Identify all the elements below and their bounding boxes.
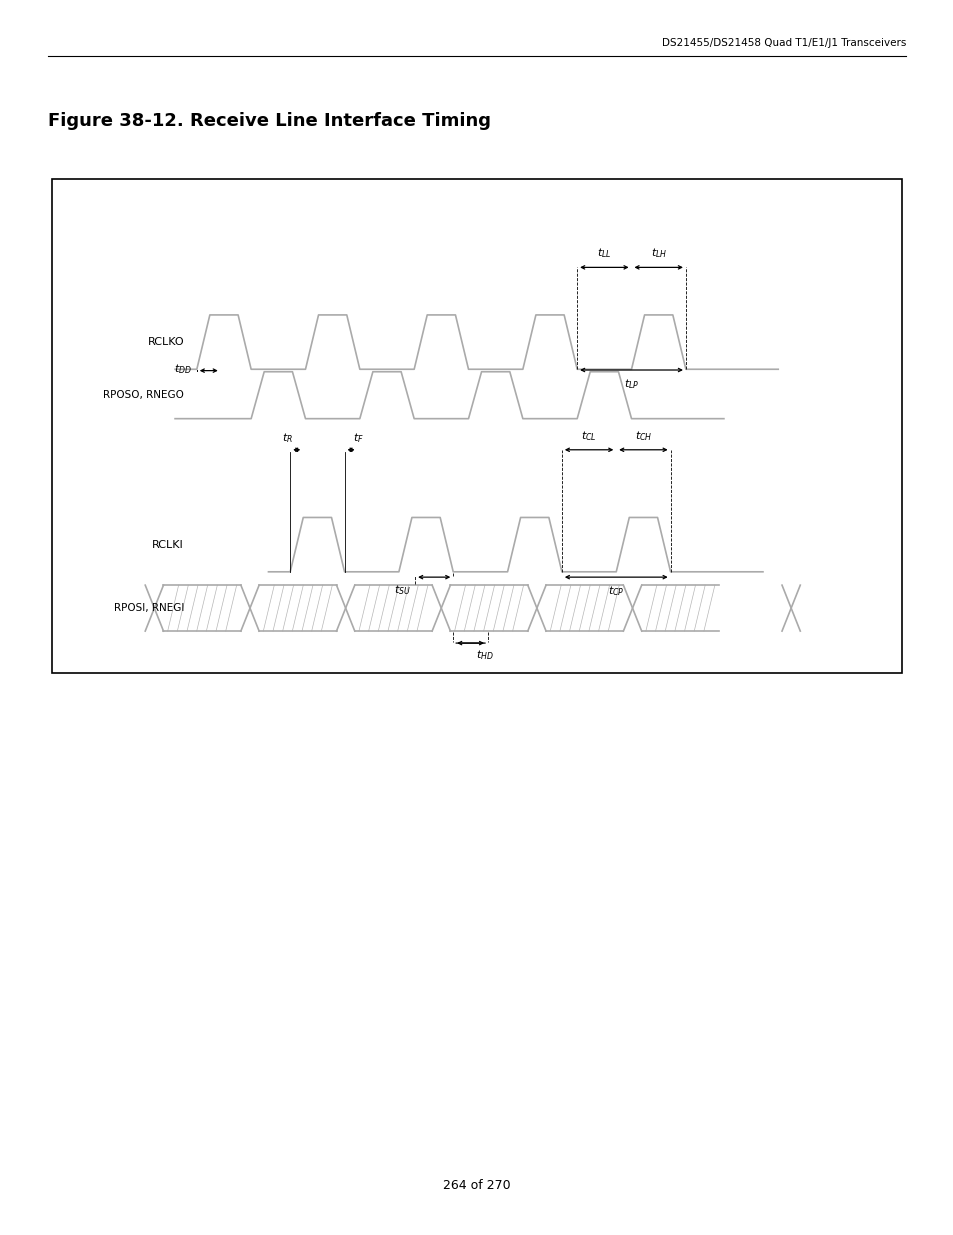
Bar (52, 179, 901, 673)
Text: RCLKO: RCLKO (148, 337, 184, 347)
Text: $t_{CH}$: $t_{CH}$ (634, 429, 652, 443)
Text: $t_{LH}$: $t_{LH}$ (650, 247, 666, 261)
Text: RPOSO, RNEGO: RPOSO, RNEGO (103, 390, 184, 400)
Text: Figure 38-12. Receive Line Interface Timing: Figure 38-12. Receive Line Interface Tim… (48, 111, 490, 130)
Text: $t_{CP}$: $t_{CP}$ (607, 584, 624, 598)
Text: $t_{DD}$: $t_{DD}$ (173, 362, 192, 375)
Text: $t_{SU}$: $t_{SU}$ (394, 583, 411, 597)
Text: $t_{CL}$: $t_{CL}$ (580, 429, 597, 443)
Text: $t_{LP}$: $t_{LP}$ (623, 377, 639, 390)
Text: $t_{LL}$: $t_{LL}$ (597, 247, 611, 261)
Text: 264 of 270: 264 of 270 (443, 1179, 510, 1192)
Text: RCLKI: RCLKI (152, 540, 184, 550)
Text: $t_R$: $t_R$ (281, 431, 293, 445)
Text: DS21455/DS21458 Quad T1/E1/J1 Transceivers: DS21455/DS21458 Quad T1/E1/J1 Transceive… (661, 37, 905, 48)
Text: RPOSI, RNEGI: RPOSI, RNEGI (113, 603, 184, 613)
Text: $t_F$: $t_F$ (353, 431, 363, 445)
Text: $t_{HD}$: $t_{HD}$ (476, 648, 493, 662)
